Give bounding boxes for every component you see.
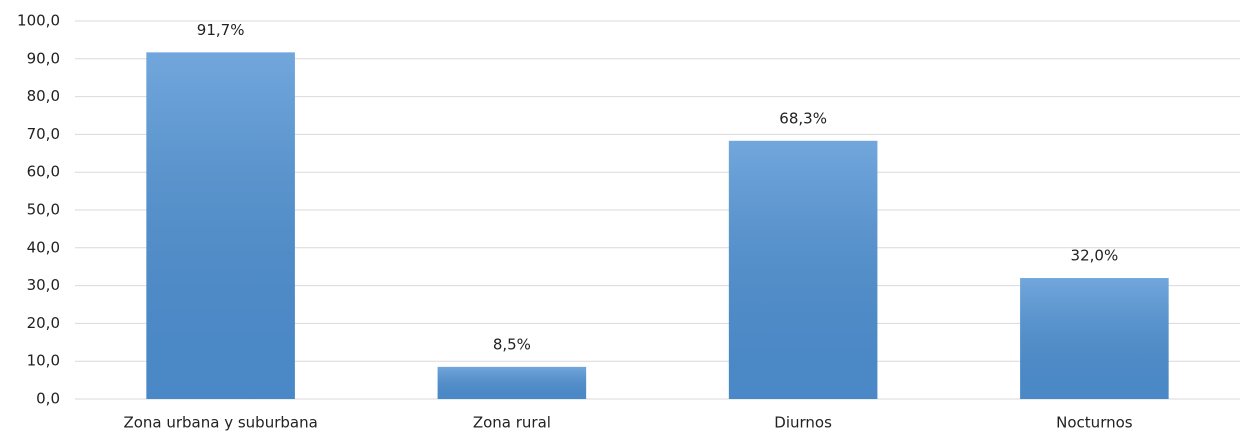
y-tick-label: 10,0 — [27, 352, 60, 370]
y-tick-label: 80,0 — [27, 87, 60, 105]
x-tick-label: Zona urbana y suburbana — [123, 414, 317, 432]
y-tick-label: 70,0 — [27, 125, 60, 143]
y-tick-label: 40,0 — [27, 238, 60, 256]
data-label: 68,3% — [779, 109, 827, 127]
x-tick-label: Nocturnos — [1056, 414, 1133, 432]
x-tick-label: Zona rural — [473, 414, 551, 432]
y-tick-label: 100,0 — [17, 12, 60, 30]
data-label: 91,7% — [197, 21, 245, 39]
bar-shine — [146, 52, 295, 400]
data-label: 32,0% — [1071, 247, 1119, 265]
y-tick-label: 20,0 — [27, 314, 60, 332]
bar-shine — [437, 366, 587, 399]
y-tick-label: 90,0 — [27, 49, 60, 67]
y-tick-label: 50,0 — [27, 201, 60, 219]
y-tick-label: 30,0 — [27, 276, 60, 294]
bar-shine — [728, 140, 878, 400]
data-label: 8,5% — [493, 335, 531, 353]
x-tick-label: Diurnos — [774, 414, 832, 432]
y-tick-label: 60,0 — [27, 163, 60, 181]
bar-shine — [1020, 278, 1169, 399]
y-tick-label: 0,0 — [36, 390, 60, 408]
